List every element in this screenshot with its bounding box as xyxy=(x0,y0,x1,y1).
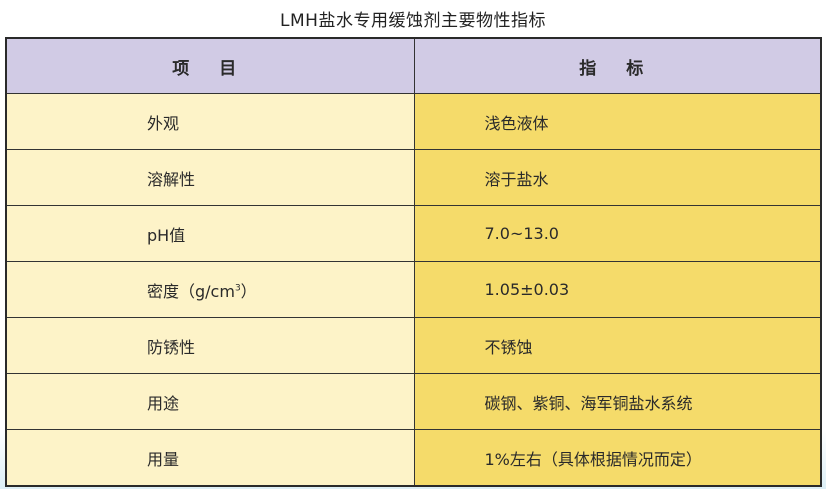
page-title: LMH盐水专用缓蚀剂主要物性指标 xyxy=(280,11,546,31)
table-row: 防锈性 不锈蚀 xyxy=(5,317,822,374)
item-cell: 密度（g/cm3） xyxy=(5,261,415,318)
header-spec: 指 标 xyxy=(413,37,822,94)
spec-cell: 7.0~13.0 xyxy=(413,205,822,262)
table-row: 用途 碳钢、紫铜、海军铜盐水系统 xyxy=(5,373,822,430)
table-row: 用量 1%左右（具体根据情况而定） xyxy=(5,429,822,487)
table-header: 项 目 指 标 xyxy=(5,37,822,94)
item-cell: 防锈性 xyxy=(5,317,415,374)
spec-cell: 碳钢、紫铜、海军铜盐水系统 xyxy=(413,373,822,430)
table-row: 溶解性 溶于盐水 xyxy=(5,149,822,206)
item-cell: pH值 xyxy=(5,205,415,262)
spec-cell: 不锈蚀 xyxy=(413,317,822,374)
spec-cell: 1%左右（具体根据情况而定） xyxy=(413,429,822,487)
properties-table: 项 目 指 标 外观 浅色液体 溶解性 溶于盐水 pH值 7.0~13.0 密度（g/… xyxy=(5,37,822,487)
item-cell: 外观 xyxy=(5,93,415,150)
header-item: 项 目 xyxy=(5,37,415,94)
item-cell: 用途 xyxy=(5,373,415,430)
item-text: 密度（g/cm xyxy=(147,281,235,301)
table-row: 密度（g/cm3） 1.05±0.03 xyxy=(5,261,822,318)
spec-cell: 溶于盐水 xyxy=(413,149,822,206)
item-text-end: ） xyxy=(240,281,257,301)
item-cell: 溶解性 xyxy=(5,149,415,206)
item-cell: 用量 xyxy=(5,429,415,487)
table-row: pH值 7.0~13.0 xyxy=(5,205,822,262)
spec-cell: 1.05±0.03 xyxy=(413,261,822,318)
spec-cell: 浅色液体 xyxy=(413,93,822,150)
superscript: 3 xyxy=(234,283,241,294)
table-row: 外观 浅色液体 xyxy=(5,93,822,150)
